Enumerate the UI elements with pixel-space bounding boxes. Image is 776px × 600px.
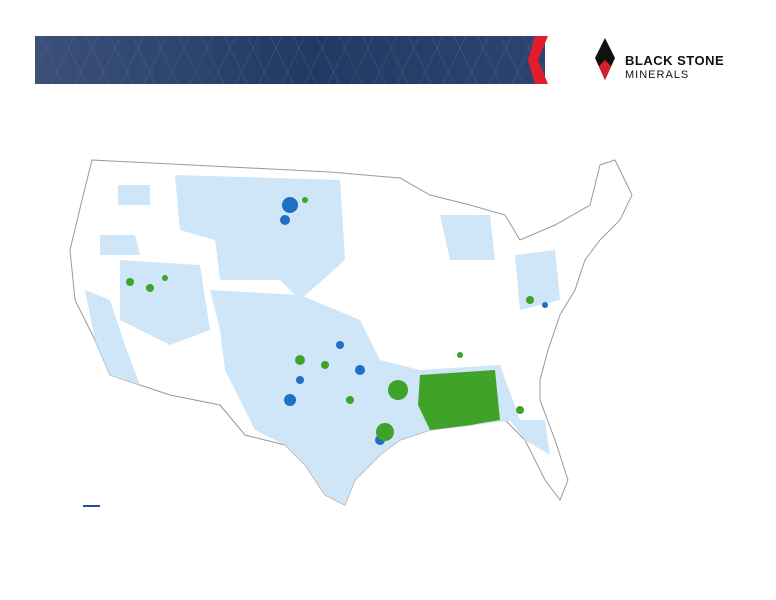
- logo-name: BLACK STONE: [625, 53, 725, 68]
- logo-mark: [595, 38, 615, 80]
- banner-pattern: [35, 36, 545, 84]
- royalty-areas: [126, 197, 534, 441]
- banner-chevron: [528, 36, 548, 84]
- us-map: [69, 159, 633, 506]
- mineral-areas: [280, 197, 548, 445]
- logo-subtitle: MINERALS: [625, 69, 690, 81]
